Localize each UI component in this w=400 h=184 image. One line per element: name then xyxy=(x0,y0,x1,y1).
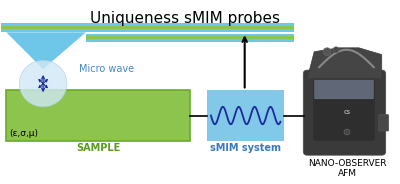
Text: (ε,σ,μ): (ε,σ,μ) xyxy=(9,129,38,138)
FancyBboxPatch shape xyxy=(379,115,389,131)
Circle shape xyxy=(344,129,350,135)
FancyBboxPatch shape xyxy=(6,90,190,141)
Text: Micro wave: Micro wave xyxy=(79,64,134,74)
Circle shape xyxy=(333,47,339,53)
Text: sMIM system: sMIM system xyxy=(210,143,281,153)
Text: SAMPLE: SAMPLE xyxy=(76,143,120,153)
Polygon shape xyxy=(6,32,86,69)
FancyBboxPatch shape xyxy=(207,90,284,141)
FancyBboxPatch shape xyxy=(303,70,386,155)
Text: NANO-OBSERVER
AFM: NANO-OBSERVER AFM xyxy=(308,159,386,178)
FancyBboxPatch shape xyxy=(313,79,375,141)
FancyBboxPatch shape xyxy=(314,80,374,99)
Polygon shape xyxy=(307,48,382,79)
Circle shape xyxy=(323,48,331,56)
FancyBboxPatch shape xyxy=(1,23,294,32)
Text: Uniqueness sMIM probes: Uniqueness sMIM probes xyxy=(90,11,280,26)
FancyBboxPatch shape xyxy=(86,36,294,39)
FancyBboxPatch shape xyxy=(86,34,294,42)
FancyBboxPatch shape xyxy=(1,26,294,29)
Text: CS: CS xyxy=(344,110,350,115)
Circle shape xyxy=(19,60,67,107)
